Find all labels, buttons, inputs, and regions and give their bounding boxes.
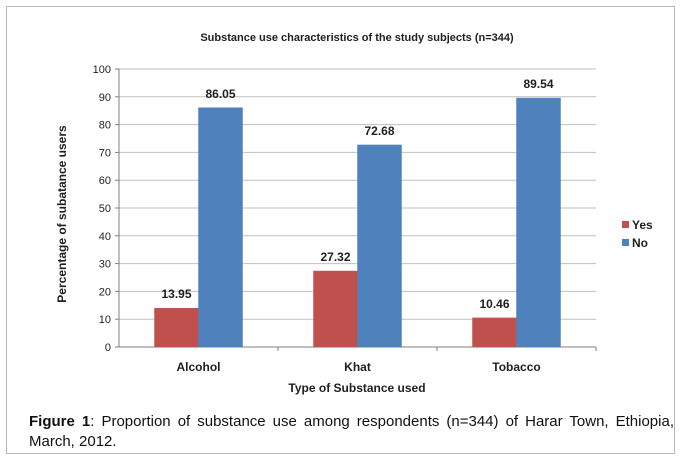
y-tick-label: 30	[99, 259, 111, 271]
data-labels: 13.95 86.05 27.32 72.68 10.46 89.54	[161, 77, 553, 311]
y-tick-label: 70	[99, 147, 111, 159]
bar-no-khat	[357, 144, 402, 348]
x-tick-label: Khat	[344, 360, 371, 374]
bar-no-alcohol	[198, 107, 243, 348]
y-tick-label: 50	[99, 203, 111, 215]
axes: 0 10 20 30 40 50 60 70 80 90 100 Alcohol Khat Tobacco	[93, 64, 597, 374]
legend-label-no: No	[632, 236, 648, 250]
data-label: 86.05	[205, 87, 235, 101]
x-tick-label: Alcohol	[177, 360, 221, 374]
y-tick-label: 0	[105, 342, 111, 354]
y-tick-label: 20	[99, 286, 111, 298]
bars	[154, 97, 561, 348]
data-label: 27.32	[320, 250, 350, 264]
y-tick-label: 90	[99, 92, 111, 104]
data-label: 72.68	[364, 124, 394, 138]
data-label: 89.54	[523, 77, 553, 91]
chart-title: Substance use characteristics of the stu…	[200, 32, 514, 44]
y-tick-label: 60	[99, 175, 111, 187]
legend-label-yes: Yes	[632, 218, 653, 232]
figure-frame: Substance use characteristics of the stu…	[6, 6, 675, 454]
figure-caption: Figure 1: Proportion of substance use am…	[29, 412, 674, 452]
caption-text: : Proportion of substance use among resp…	[29, 413, 674, 450]
y-tick-label: 10	[99, 314, 111, 326]
y-tick-label: 100	[93, 64, 111, 76]
legend-swatch-no	[622, 239, 629, 246]
x-tick-label: Tobacco	[492, 360, 540, 374]
y-tick-label: 40	[99, 231, 111, 243]
data-label: 13.95	[161, 287, 191, 301]
caption-label: Figure 1	[29, 413, 91, 430]
bar-yes-tobacco	[472, 317, 517, 348]
bar-yes-khat	[313, 270, 358, 348]
x-axis-label: Type of Substance used	[288, 381, 425, 395]
bar-no-tobacco	[516, 97, 561, 348]
y-tick-label: 80	[99, 120, 111, 132]
data-label: 10.46	[479, 297, 509, 311]
bar-yes-alcohol	[154, 307, 199, 348]
y-axis-label: Percentage of subatance users	[55, 125, 69, 303]
bar-chart: Substance use characteristics of the stu…	[55, 32, 653, 395]
legend-swatch-yes	[622, 221, 629, 228]
legend: Yes No	[622, 218, 653, 250]
